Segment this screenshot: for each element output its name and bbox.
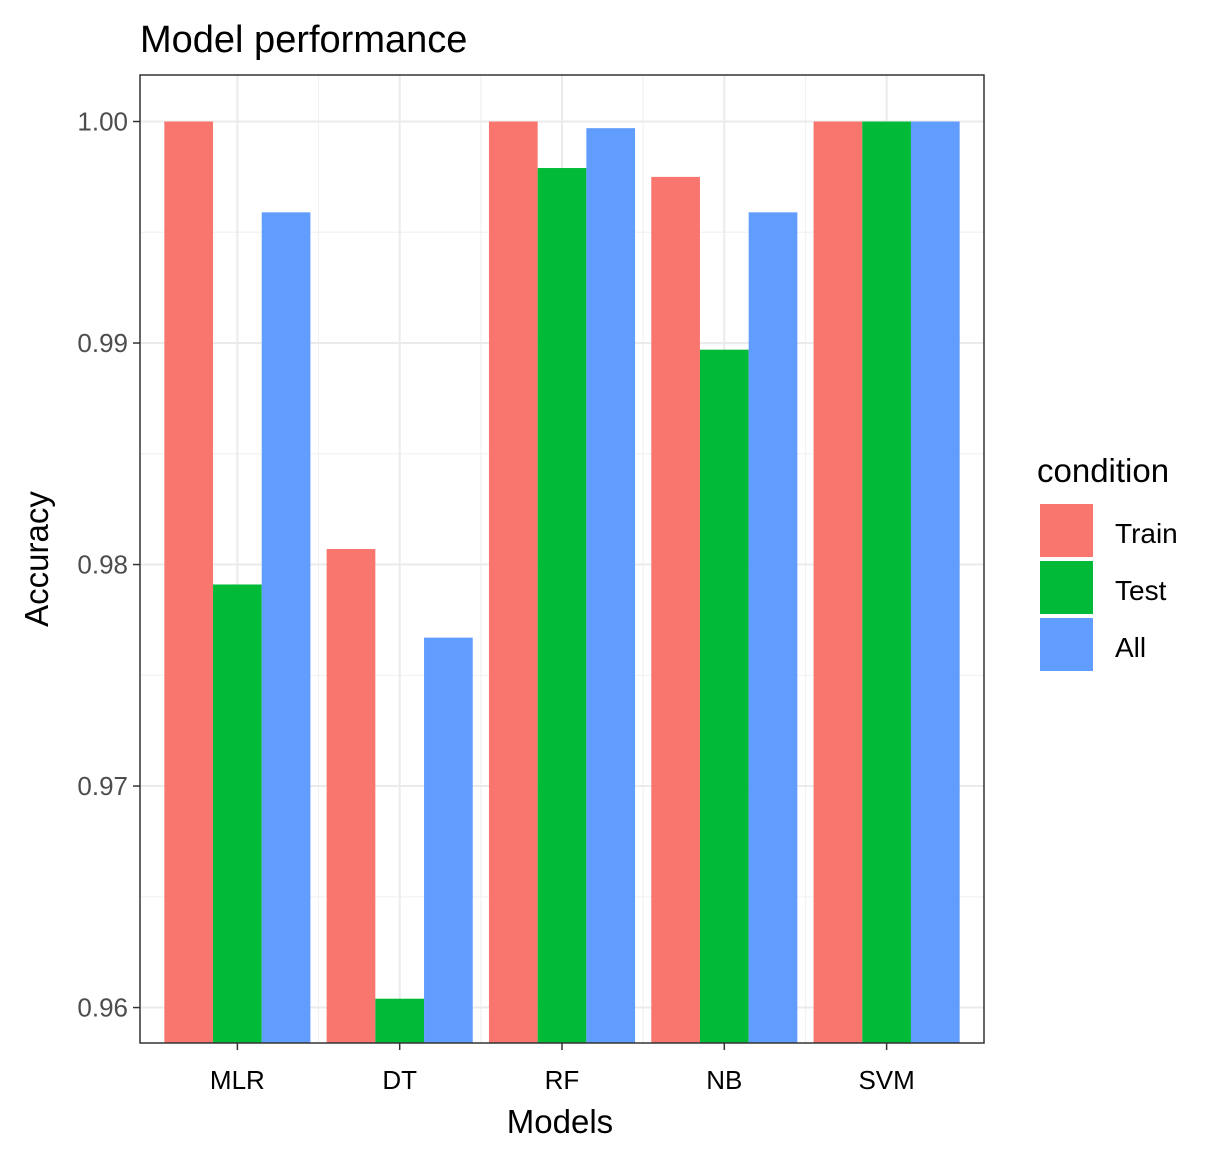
bar-mlr-test [213, 584, 262, 1043]
bar-svm-train [813, 121, 863, 1044]
bar-svm-test [862, 121, 911, 1044]
x-tick-label: RF [545, 1065, 580, 1095]
y-axis-title: Accuracy [18, 491, 55, 627]
legend-key-all [1040, 618, 1093, 671]
legend-items: Train Test All [1040, 504, 1178, 671]
x-tick-label: DT [382, 1065, 417, 1095]
bar-nb-all [748, 212, 798, 1044]
x-tick-label: NB [706, 1065, 742, 1095]
x-axis-title: Models [507, 1103, 613, 1140]
bar-mlr-all [261, 212, 311, 1044]
legend-label: Train [1115, 518, 1178, 549]
y-tick-label: 0.99 [77, 328, 128, 358]
legend-label: All [1115, 632, 1146, 663]
legend-key-test [1040, 561, 1093, 614]
y-tick-label: 0.97 [77, 771, 128, 801]
axes: 0.96 0.97 0.98 0.99 1.00 MLR DT RF NB SVM [77, 107, 914, 1095]
bar-rf-test [537, 168, 587, 1044]
bar-mlr-train [164, 121, 214, 1044]
bar-dt-test [375, 998, 425, 1043]
x-tick-label: MLR [210, 1065, 265, 1095]
bar-rf-train [488, 121, 538, 1044]
chart-title: Model performance [140, 19, 467, 61]
bar-dt-all [424, 637, 473, 1043]
bars [164, 121, 960, 1044]
legend: condition Train Test All [1037, 452, 1178, 671]
y-tick-label: 0.96 [77, 993, 128, 1023]
legend-key-train [1040, 504, 1093, 557]
bar-nb-train [651, 176, 700, 1044]
x-tick-label: SVM [858, 1065, 914, 1095]
y-tick-label: 1.00 [77, 107, 128, 137]
legend-title: condition [1037, 452, 1169, 489]
y-tick-label: 0.98 [77, 550, 128, 580]
bar-rf-all [586, 128, 636, 1043]
bar-dt-train [326, 549, 376, 1043]
bar-svm-all [910, 121, 960, 1044]
bar-nb-test [699, 349, 749, 1044]
legend-label: Test [1115, 575, 1167, 606]
